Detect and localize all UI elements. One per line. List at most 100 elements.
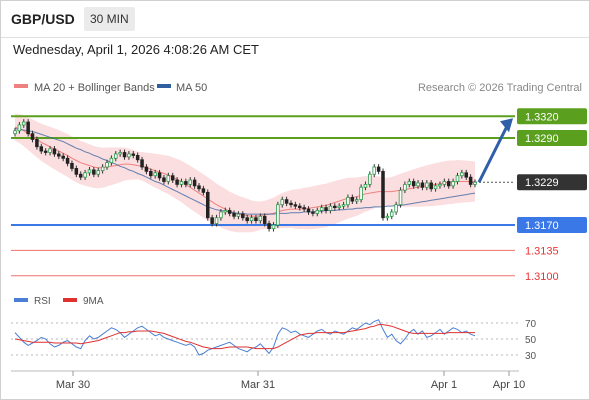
candle-body (280, 199, 284, 206)
candle-body (267, 223, 271, 230)
candle-body (144, 166, 149, 172)
candle-body (293, 204, 298, 207)
candle-body (319, 207, 324, 211)
candle-body (473, 181, 477, 185)
candle-body (354, 199, 359, 202)
candle-body (429, 182, 433, 190)
candle-body (170, 175, 175, 181)
candle-body (179, 181, 184, 185)
ma20-legend-swatch (14, 84, 28, 88)
candle-body (416, 182, 420, 187)
candle-body (162, 177, 166, 182)
candle-body (390, 211, 394, 217)
candle-body (39, 146, 44, 152)
candle-body (394, 204, 398, 213)
rsi-tick-label: 50 (525, 335, 537, 346)
candle-body (262, 215, 267, 224)
candle-body (407, 181, 412, 185)
candle-body (153, 172, 157, 177)
candle-body (433, 185, 438, 190)
candle-body (26, 121, 30, 135)
candle-body (30, 133, 35, 140)
candle-body (271, 224, 276, 230)
candle-body (78, 173, 83, 178)
candle-body (100, 166, 105, 172)
candle-body (92, 169, 96, 175)
candle-body (298, 205, 302, 208)
timeframe-badge[interactable]: 30 MIN (84, 7, 135, 31)
candle-body (140, 159, 144, 168)
chart-datetime: Wednesday, April 1, 2026 4:08:26 AM CET (13, 42, 259, 57)
candle-body (206, 191, 210, 219)
candle-body (254, 217, 258, 222)
candle-body (35, 139, 39, 148)
candle-body (420, 182, 425, 188)
candle-body (223, 210, 228, 213)
ma9-legend-label: 9MA (83, 296, 104, 307)
candle-body (385, 215, 390, 219)
ma20-legend-label: MA 20 + Bollinger Bands (34, 82, 155, 94)
ma9-legend-swatch (63, 298, 77, 302)
candle-body (17, 124, 22, 132)
candle-body (236, 213, 241, 217)
ma20-line (14, 126, 475, 217)
x-axis-label: Mar 30 (56, 379, 90, 391)
candle-body (341, 204, 346, 207)
level-lines (11, 115, 515, 277)
candle-body (337, 205, 341, 208)
candle-body (83, 172, 87, 178)
resistance-label: 1.3290 (525, 133, 559, 145)
candle-body (87, 169, 92, 174)
candle-body (96, 170, 100, 175)
rsi-panel: 70 50 30 (11, 319, 537, 362)
candle-body (302, 207, 306, 210)
rsi-tick-label: 70 (525, 319, 537, 330)
candle-body (276, 204, 280, 226)
rsi-legend-swatch (14, 298, 28, 302)
candle-body (289, 202, 293, 206)
candle-body (135, 154, 140, 161)
candle-body (381, 170, 385, 219)
support-label: 1.3135 (525, 245, 559, 257)
currency-pair-title: GBP/USD (11, 11, 75, 27)
candle-body (192, 179, 197, 187)
candle-body (284, 199, 289, 204)
candle-body (127, 153, 131, 158)
research-credit: Research © 2026 Trading Central (418, 82, 582, 94)
candle-body (425, 182, 429, 188)
candle-body (372, 166, 376, 175)
resistance-label: 1.3320 (525, 111, 559, 123)
candle-body (13, 130, 17, 135)
candle-body (368, 173, 372, 185)
candle-body (333, 205, 337, 208)
ma50-legend-swatch (157, 84, 171, 88)
candle-body (122, 152, 127, 158)
candle-body (48, 148, 52, 153)
candle-body (118, 152, 122, 155)
resistance-tag (517, 108, 587, 125)
candle-body (346, 197, 350, 206)
candle-body (149, 170, 153, 177)
ma50-line (14, 128, 476, 215)
candle-body (131, 153, 136, 156)
level-tags: 1.3320 1.3290 1.3229 1.3170 1.3135 1.3100 (517, 108, 587, 283)
bollinger-bands (15, 113, 475, 233)
candle-body (74, 168, 79, 175)
candle-body (468, 176, 473, 185)
candle-body (241, 213, 245, 219)
candle-body (464, 172, 468, 178)
candle-body (188, 179, 192, 185)
candle-body (359, 186, 363, 201)
candle-body (184, 181, 188, 185)
rsi-tick-label: 30 (525, 351, 537, 362)
candle-body (446, 181, 451, 187)
candle-body (61, 155, 65, 159)
projection-arrow-line (477, 125, 509, 183)
candle-body (311, 211, 315, 214)
candle-body (315, 210, 320, 214)
candles (13, 119, 477, 232)
candle-body (201, 188, 206, 193)
rsi-legend: RSI 9MA (14, 296, 104, 307)
